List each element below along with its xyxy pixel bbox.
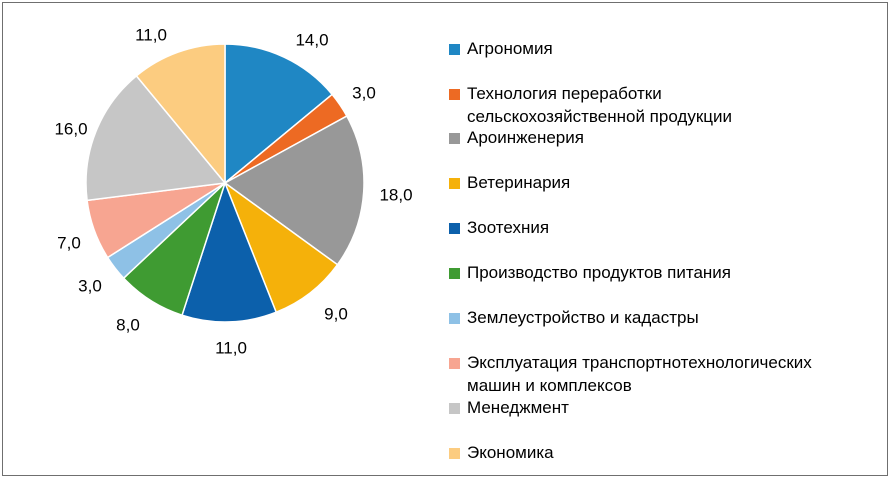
slice-value-label: 16,0	[54, 119, 87, 138]
legend-swatch	[449, 223, 460, 234]
slice-value-label: 18,0	[379, 185, 412, 204]
legend-label: Зоотехния	[467, 218, 550, 237]
legend-swatch	[449, 89, 460, 100]
pie-slice	[223, 180, 339, 314]
legend-swatch	[449, 358, 460, 369]
legend-swatch	[449, 44, 460, 55]
pie-slice	[135, 43, 226, 186]
slice-value-label: 11,0	[215, 338, 247, 357]
legend-swatch	[449, 313, 460, 324]
legend-swatch	[449, 448, 460, 459]
legend-label: Технология переработки сельскохозяйствен…	[467, 84, 732, 126]
legend-label: Землеустройство и кадастры	[467, 308, 699, 327]
pie-slice	[181, 180, 278, 323]
legend-label: Ветеринария	[467, 173, 571, 192]
slice-value-label: 9,0	[324, 304, 348, 323]
legend-swatch	[449, 133, 460, 144]
legend-label: Экономика	[467, 443, 554, 462]
slice-value-label: 7,0	[57, 233, 81, 252]
legend-label: Ароинженерия	[467, 128, 584, 147]
legend-swatch	[449, 268, 460, 279]
legend-label: Агрономия	[467, 39, 553, 58]
slice-value-label: 11,0	[135, 25, 167, 44]
slice-value-label: 3,0	[78, 276, 102, 295]
legend-label: Эксплуатация транспортнотехнологических …	[467, 353, 812, 395]
legend-swatch	[449, 403, 460, 414]
legend-label: Производство продуктов питания	[467, 263, 731, 282]
legend-label: Менеджмент	[467, 398, 569, 417]
slice-value-label: 14,0	[295, 30, 328, 49]
pie-slice	[224, 43, 334, 185]
pie-slice	[223, 115, 365, 266]
legend-swatch	[449, 178, 460, 189]
pie-slice	[85, 74, 227, 202]
pie-chart: 14,0 3,0 18,0 9,0 11,0 8,0 3,0 7,0 16,0 11,0	[54, 25, 412, 357]
slice-value-label: 3,0	[352, 83, 376, 102]
slice-value-label: 8,0	[116, 315, 140, 334]
